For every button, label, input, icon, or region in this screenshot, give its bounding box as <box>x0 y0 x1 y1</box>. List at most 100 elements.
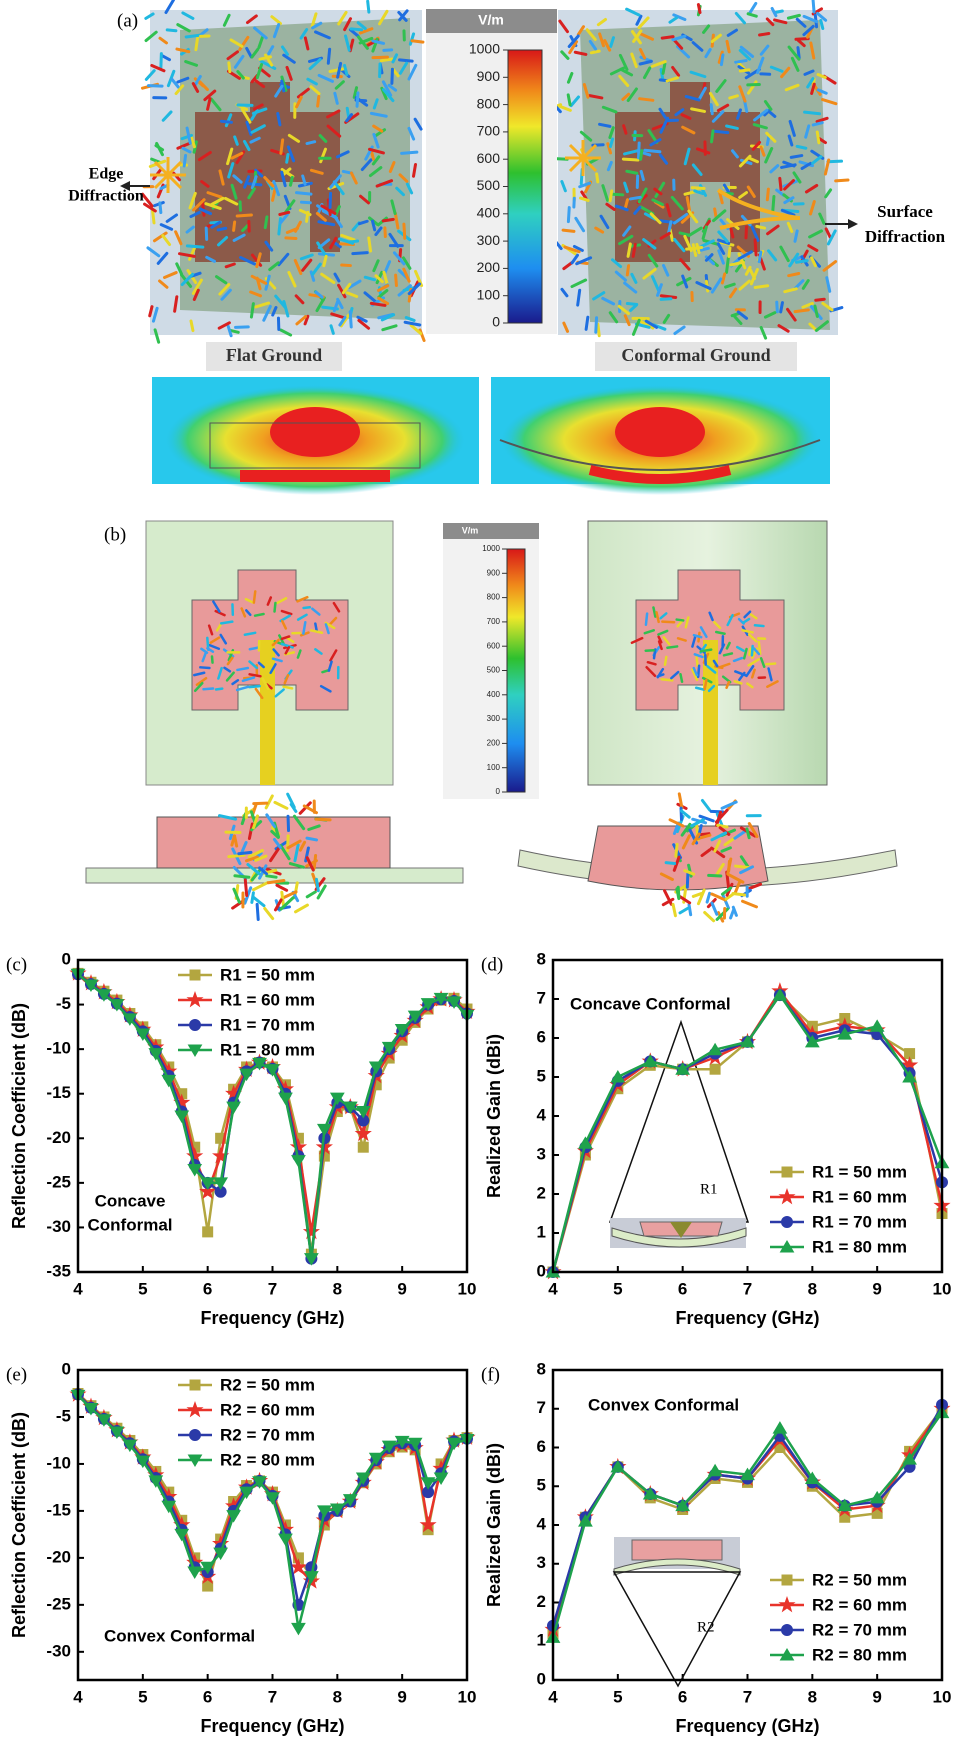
field-arrow <box>187 246 202 247</box>
field-arrow <box>568 95 570 105</box>
x-tick-label: 10 <box>933 1687 952 1706</box>
field-arrow <box>661 296 675 298</box>
y-axis-title: Realized Gain (dBi) <box>484 1443 504 1607</box>
field-arrow <box>297 193 311 194</box>
field-arrow <box>791 156 802 158</box>
y-tick-label: 0 <box>537 1669 546 1688</box>
field-arrow <box>277 885 287 890</box>
field-arrow <box>633 244 635 256</box>
field-arrow <box>204 688 214 689</box>
y-tick-label: 5 <box>537 1066 546 1085</box>
field-arrow <box>689 905 691 915</box>
edge-marker <box>150 157 186 193</box>
y-tick-label: 0 <box>62 1359 71 1378</box>
field-arrow <box>368 1 369 12</box>
y-tick-label: -5 <box>56 994 71 1013</box>
x-tick-label: 4 <box>73 1279 83 1298</box>
field-arrow <box>680 908 688 913</box>
legend-label: R2 = 60 mm <box>812 1595 907 1614</box>
field-arrow <box>184 155 185 165</box>
field-arrow <box>239 852 251 853</box>
legend-label: R2 = 80 mm <box>812 1645 907 1664</box>
marker <box>358 1142 368 1152</box>
field-arrow <box>716 632 724 634</box>
field-arrow <box>400 60 413 61</box>
legend-marker <box>190 1020 201 1031</box>
field-arrow <box>712 903 717 914</box>
field-arrow <box>821 20 823 28</box>
field-arrow <box>167 30 176 31</box>
field-arrow <box>759 252 761 261</box>
field-arrow <box>749 648 750 654</box>
x-tick-label: 6 <box>678 1279 687 1298</box>
field-arrow <box>200 667 209 668</box>
annotation: Concave Conformal <box>570 994 731 1013</box>
field-arrow <box>257 904 258 919</box>
field-arrow <box>663 64 665 74</box>
field-arrow <box>402 152 417 153</box>
field-arrow <box>568 208 569 222</box>
y-tick-label: 0 <box>537 1261 546 1280</box>
field-blob <box>240 470 390 482</box>
field-arrow <box>216 689 222 690</box>
colorbar-tick-label: 200 <box>487 739 501 748</box>
x-axis-title: Frequency (GHz) <box>200 1716 344 1736</box>
field-arrow <box>267 876 276 877</box>
x-tick-label: 5 <box>138 1279 147 1298</box>
colorbar <box>508 50 542 323</box>
colorbar-tick-label: 100 <box>487 763 501 772</box>
field-arrow <box>307 142 315 144</box>
field-arrow <box>627 303 636 304</box>
field-arrow <box>755 240 756 255</box>
y-tick-label: -20 <box>46 1128 71 1147</box>
y-tick-label: 7 <box>537 1398 546 1417</box>
y-tick-label: -20 <box>46 1547 71 1566</box>
panel-a: (a) V/m 01002003004005006007008009001000… <box>68 0 945 495</box>
field-arrow <box>746 227 747 238</box>
annotation: Concave <box>95 1191 166 1210</box>
colorbar-tick-label: 0 <box>496 787 501 796</box>
field-arrow <box>816 299 825 300</box>
colorbar-tick-label: 200 <box>477 259 501 275</box>
y-axis-title: Reflection Coefficient (dB) <box>9 1003 29 1229</box>
y-tick-label: 3 <box>537 1144 546 1163</box>
colorbar-tick-label: 0 <box>492 314 500 330</box>
legend-label: R2 = 50 mm <box>812 1570 907 1589</box>
field-arrow <box>702 800 709 810</box>
field-arrow <box>349 241 357 242</box>
marker <box>710 1064 720 1074</box>
field-arrow <box>646 614 647 625</box>
annotation: Diffraction <box>865 227 946 246</box>
field-arrow <box>371 151 373 159</box>
field-arrow <box>667 646 677 647</box>
colorbar-tick-label: 800 <box>477 95 501 111</box>
y-tick-label: 7 <box>537 988 546 1007</box>
line-chart: 45678910012345678Frequency (GHz)Realized… <box>481 949 951 1327</box>
field-arrow <box>301 202 310 203</box>
field-arrow <box>290 177 292 185</box>
field-arrow <box>296 905 308 912</box>
field-arrow <box>641 171 643 179</box>
colorbar-tick-label: 700 <box>477 123 501 139</box>
field-arrow <box>610 191 612 201</box>
field-arrow <box>196 37 198 50</box>
field-arrow <box>677 620 684 621</box>
field-arrow <box>412 41 423 42</box>
legend-marker <box>190 1380 200 1390</box>
field-arrow <box>245 880 246 896</box>
colorbar-tick-label: 400 <box>487 690 501 699</box>
annotation: Diffraction <box>68 188 144 205</box>
y-tick-label: 5 <box>537 1476 546 1495</box>
inset-patch <box>632 1540 722 1560</box>
field-arrow <box>627 266 628 275</box>
field-arrow <box>729 248 730 257</box>
field-arrow <box>307 212 308 221</box>
field-arrow <box>747 829 749 838</box>
field-arrow <box>662 679 673 680</box>
colorbar-tick-label: 500 <box>477 177 501 193</box>
x-tick-label: 4 <box>73 1687 83 1706</box>
y-tick-label: -10 <box>46 1453 71 1472</box>
x-tick-label: 4 <box>548 1687 558 1706</box>
legend-marker <box>782 1575 792 1585</box>
field-arrow <box>318 96 319 106</box>
